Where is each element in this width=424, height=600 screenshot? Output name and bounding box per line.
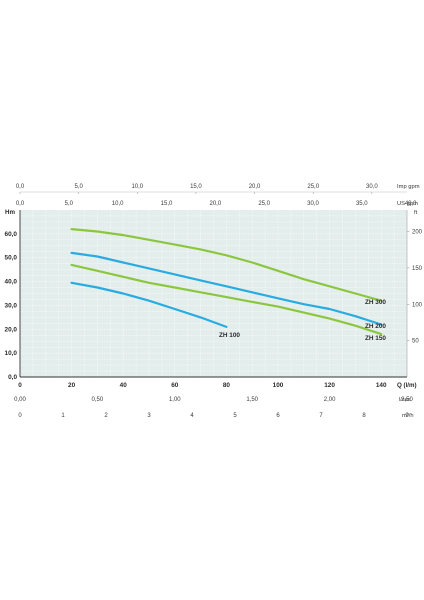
us-gpm-tick-label: 25,0	[258, 201, 270, 207]
curve-zh-100	[70, 281, 228, 328]
y-tick-label: 20,0	[5, 326, 18, 333]
ft-tick-label: 150	[412, 266, 423, 272]
l-sec-tick-label: 1,00	[169, 397, 181, 403]
curve-zh-150	[70, 263, 383, 336]
us-gpm-tick-label: 0,0	[16, 201, 25, 207]
m3h-tick-label: 6	[276, 413, 280, 419]
m3h-tick-label: 1	[61, 413, 65, 419]
m3h-tick-label: 8	[362, 413, 366, 419]
x-tick-label: 20	[68, 382, 76, 389]
x-tick-label: 60	[171, 382, 179, 389]
us-gpm-tick-label: 10,0	[112, 201, 124, 207]
curve-label-zh-200: ZH 200	[365, 323, 386, 330]
curve-label-zh-150: ZH 150	[365, 335, 386, 342]
m3h-unit: m³/h	[402, 413, 414, 419]
x-axis-label: Q (l/m)	[397, 382, 417, 389]
m3h-tick-label: 5	[233, 413, 237, 419]
imp-gpm-tick-label: 5,0	[74, 184, 83, 190]
x-tick-label: 100	[273, 382, 284, 389]
us-gpm-tick-label: 15,0	[161, 201, 173, 207]
us-gpm-tick-label: 35,0	[356, 201, 368, 207]
imp-gpm-unit: Imp gpm	[397, 184, 420, 190]
l-sec-tick-label: 0,50	[92, 397, 104, 403]
x-tick-label: 140	[376, 382, 387, 389]
ft-tick-label: 100	[412, 302, 423, 308]
us-gpm-unit: US gpm	[397, 201, 418, 207]
y-axis-label: Hm	[5, 209, 15, 216]
y-tick-label: 10,0	[5, 350, 18, 357]
imp-gpm-tick-label: 20,0	[249, 184, 261, 190]
us-gpm-tick-label: 30,0	[307, 201, 319, 207]
imp-gpm-tick-label: 10,0	[131, 184, 143, 190]
l-sec-tick-label: 1,50	[246, 397, 258, 403]
ft-tick-label: 200	[412, 230, 423, 236]
imp-gpm-tick-label: 0,0	[16, 184, 25, 190]
y-tick-label: 30,0	[5, 302, 18, 309]
curve-label-zh-300: ZH 300	[365, 299, 386, 306]
m3h-tick-label: 9	[405, 413, 409, 419]
y-tick-label: 50,0	[5, 255, 18, 262]
imp-gpm-tick-label: 30,0	[366, 184, 378, 190]
m3h-tick-label: 3	[147, 413, 151, 419]
l-sec-tick-label: 2,50	[401, 397, 413, 403]
imp-gpm-tick-label: 15,0	[190, 184, 202, 190]
ft-unit: ft	[414, 210, 418, 216]
x-tick-label: 0	[18, 382, 22, 389]
us-gpm-tick-label: 20,0	[209, 201, 221, 207]
l-sec-unit: l/sec	[399, 397, 411, 403]
x-tick-label: 80	[223, 382, 231, 389]
y-tick-label: 60,0	[5, 231, 18, 238]
m3h-tick-label: 2	[104, 413, 108, 419]
m3h-tick-label: 4	[190, 413, 194, 419]
us-gpm-tick-label: 40,0	[405, 201, 417, 207]
l-sec-tick-label: 2,00	[324, 397, 336, 403]
y-tick-label: 0,0	[8, 374, 17, 381]
curve-zh-300	[70, 228, 383, 302]
x-tick-label: 120	[324, 382, 335, 389]
ft-tick-label: 50	[412, 339, 419, 345]
l-sec-tick-label: 0,00	[14, 397, 26, 403]
y-tick-label: 40,0	[5, 279, 18, 286]
curve-label-zh-100: ZH 100	[219, 332, 240, 339]
curve-zh-200	[70, 251, 383, 326]
m3h-tick-label: 0	[18, 413, 22, 419]
imp-gpm-tick-label: 25,0	[307, 184, 319, 190]
m3h-tick-label: 7	[319, 413, 323, 419]
us-gpm-tick-label: 5,0	[65, 201, 74, 207]
x-tick-label: 40	[120, 382, 128, 389]
